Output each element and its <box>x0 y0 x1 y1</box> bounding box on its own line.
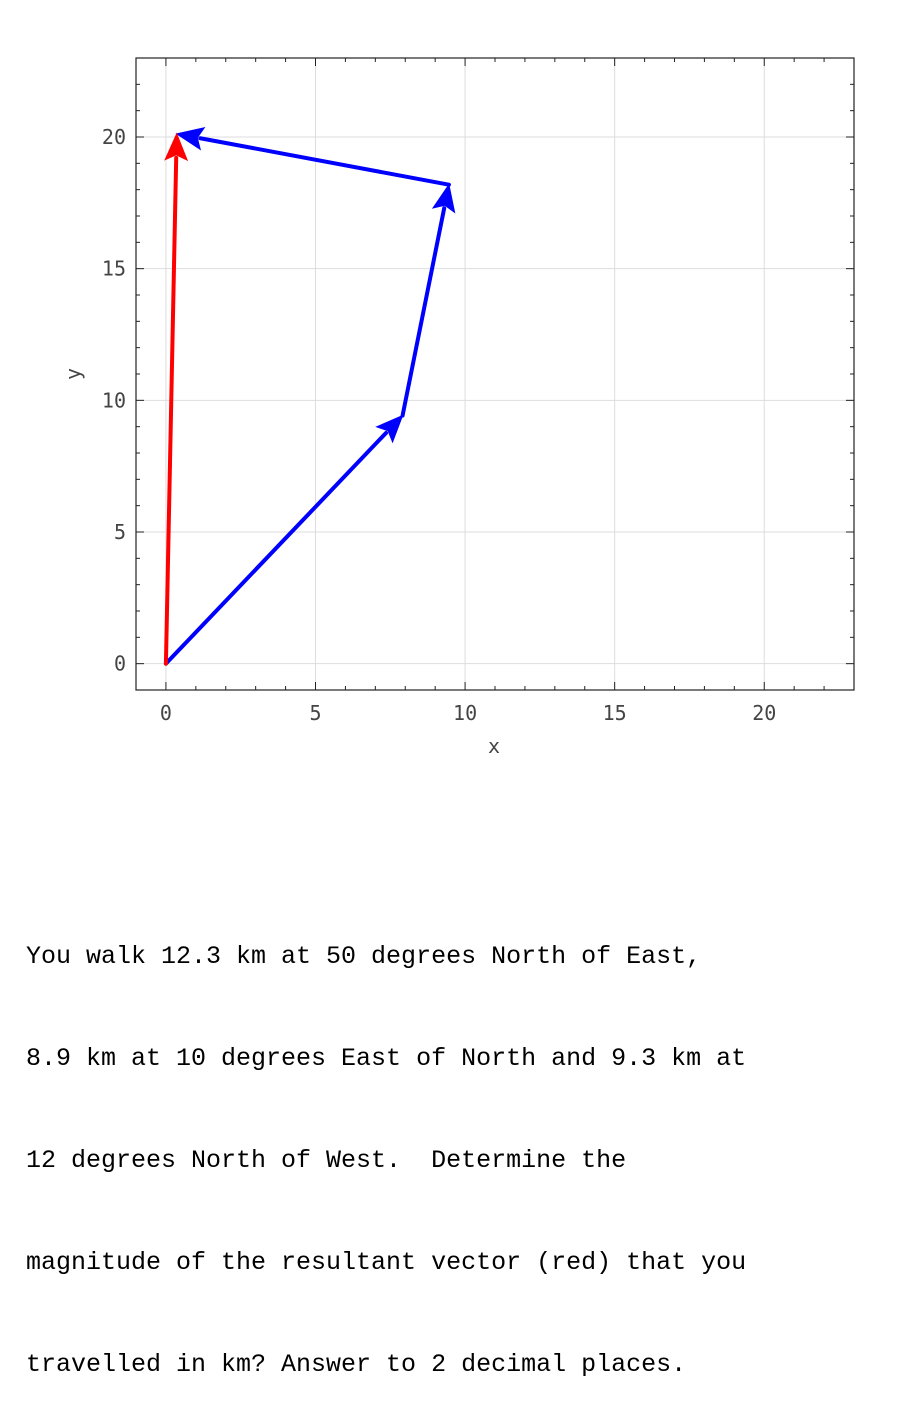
vector-shaft <box>198 136 451 187</box>
plot-frame <box>135 57 855 691</box>
y-tick-label: 20 <box>102 125 126 149</box>
vector-arrowhead <box>431 183 456 214</box>
y-tick-label: 5 <box>114 520 126 544</box>
vector-plot: 0 5 10 15 20 0 5 10 15 20 x y <box>61 57 855 758</box>
x-tick-label: 20 <box>752 701 776 725</box>
y-axis-label: y <box>61 368 85 380</box>
question-line: magnitude of the resultant vector (red) … <box>26 1248 747 1277</box>
vector-arrowhead <box>175 127 206 151</box>
grid <box>136 58 854 690</box>
vector-arrowhead <box>375 414 404 444</box>
vector-shaft <box>163 430 388 666</box>
y-tick-label: 0 <box>114 652 126 676</box>
x-tick-label: 15 <box>603 701 627 725</box>
vectors <box>163 127 456 666</box>
x-axis-label: x <box>488 734 500 758</box>
question-line: travelled in km? Answer to 2 decimal pla… <box>26 1350 687 1379</box>
y-tick-label: 15 <box>102 257 126 281</box>
vector-shaft <box>400 206 447 418</box>
question-line: 12 degrees North of West. Determine the <box>26 1146 627 1175</box>
x-tick-label: 0 <box>160 701 172 725</box>
axis-ticks: 0 5 10 15 20 0 5 10 15 20 <box>102 57 855 725</box>
question-line: You walk 12.3 km at 50 degrees North of … <box>26 942 702 971</box>
vector-arrowhead <box>164 132 189 162</box>
plot-border <box>135 57 855 691</box>
x-tick-label: 5 <box>309 701 321 725</box>
question-text: You walk 12.3 km at 50 degrees North of … <box>26 872 886 1416</box>
vector-shaft <box>163 155 179 666</box>
question-line: 8.9 km at 10 degrees East of North and 9… <box>26 1044 747 1073</box>
y-tick-label: 10 <box>102 388 126 412</box>
x-tick-label: 10 <box>453 701 477 725</box>
